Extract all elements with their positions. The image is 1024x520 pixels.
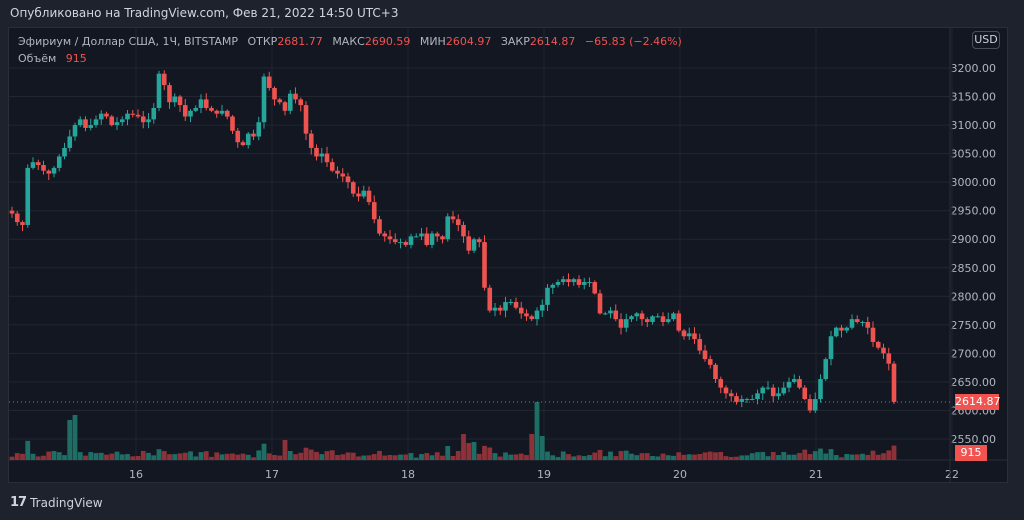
low-label: МИН <box>419 35 446 48</box>
volume-value: 915 <box>65 52 87 65</box>
price-axis-label: 3200.00 <box>951 62 997 75</box>
price-axis-label: 3000.00 <box>951 176 997 189</box>
close-value: 2614.87 <box>529 35 576 48</box>
time-axis-label: 21 <box>809 468 823 481</box>
brand-label: TradingView <box>30 495 103 510</box>
time-axis-label: 20 <box>673 468 687 481</box>
close-label: ЗАКР <box>500 35 530 48</box>
time-axis-label: 16 <box>129 468 143 481</box>
last-price-tag: 2614.87 <box>955 394 1001 410</box>
time-axis-label: 18 <box>401 468 415 481</box>
volume-tag: 915 <box>955 445 987 461</box>
tradingview-brand[interactable]: 17 TradingView <box>10 495 103 510</box>
change-value: −65.83 (−2.46%) <box>584 35 682 48</box>
tradingview-logo-icon: 17 <box>10 495 27 510</box>
price-axis-label: 2750.00 <box>951 319 997 332</box>
chart-legend: Эфириум / Доллар США, 1Ч, BITSTAMP ОТКР2… <box>18 33 682 67</box>
price-axis-label: 2850.00 <box>951 262 997 275</box>
price-axis-label: 3150.00 <box>951 91 997 104</box>
volume-row: Объём 915 <box>18 50 682 67</box>
time-axis-label: 19 <box>537 468 551 481</box>
published-caption: Опубликовано на TradingView.com, Фев 21,… <box>10 6 399 20</box>
price-axis-label: 2950.00 <box>951 205 997 218</box>
candles <box>9 73 897 411</box>
price-axis-label: 2700.00 <box>951 347 997 360</box>
currency-button[interactable]: USD <box>972 31 1000 49</box>
time-axis-label: 22 <box>945 468 959 481</box>
low-value: 2604.97 <box>445 35 492 48</box>
price-axis-label: 2650.00 <box>951 376 997 389</box>
symbol-title[interactable]: Эфириум / Доллар США, 1Ч, BITSTAMP <box>18 35 238 48</box>
open-label: ОТКР <box>247 35 278 48</box>
price-axis-label: 3050.00 <box>951 148 997 161</box>
price-axis-label: 2800.00 <box>951 290 997 303</box>
time-axis-label: 17 <box>265 468 279 481</box>
open-value: 2681.77 <box>277 35 323 48</box>
high-value: 2690.59 <box>364 35 411 48</box>
price-axis-label: 2900.00 <box>951 233 997 246</box>
volume-bars <box>9 402 897 460</box>
volume-label: Объём <box>18 52 57 65</box>
ohlc-row: Эфириум / Доллар США, 1Ч, BITSTAMP ОТКР2… <box>18 33 682 50</box>
high-label: МАКС <box>332 35 365 48</box>
price-axis-label: 3100.00 <box>951 119 997 132</box>
price-axis-label: 2550.00 <box>951 433 997 446</box>
